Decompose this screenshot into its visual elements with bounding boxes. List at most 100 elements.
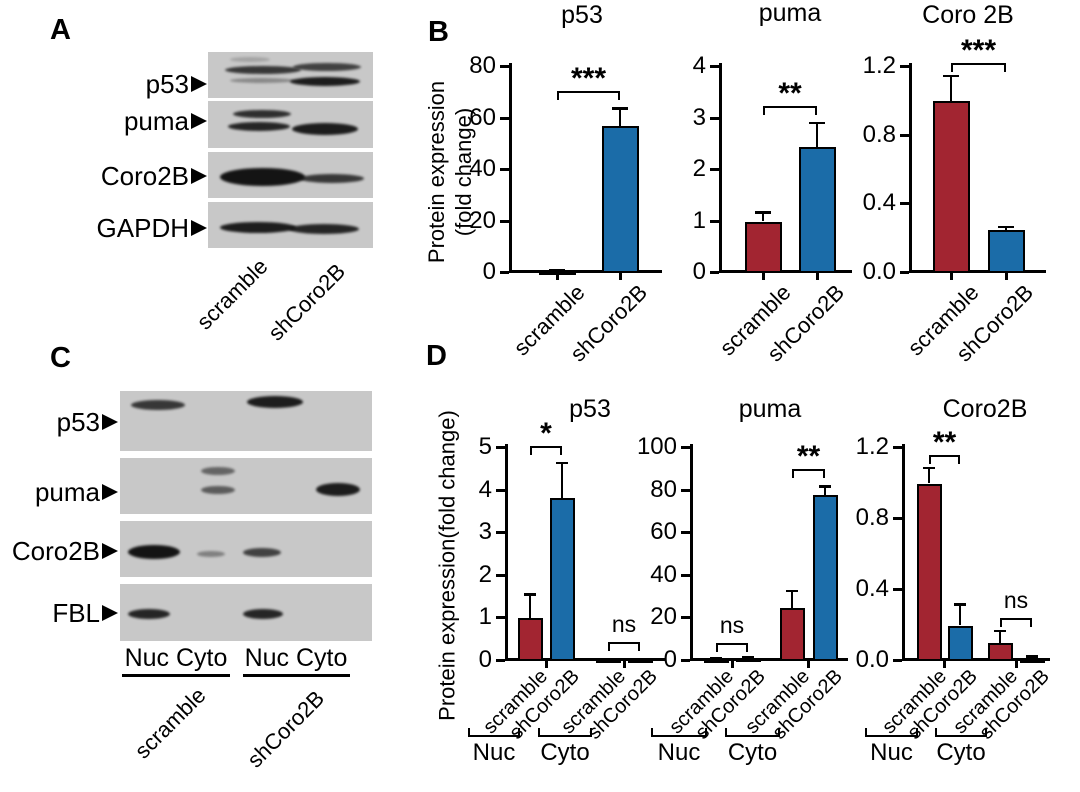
blot-band-puma-1 bbox=[228, 122, 290, 131]
y-tick-label: 0 bbox=[692, 258, 706, 285]
x-tick-mark bbox=[1014, 661, 1018, 668]
x-axis-line bbox=[509, 270, 662, 273]
y-tick-mark bbox=[496, 446, 505, 449]
y-tick-label: 1 bbox=[692, 206, 706, 234]
arrowhead-icon bbox=[102, 543, 118, 559]
blot-row-label-text: puma bbox=[123, 106, 189, 136]
arrowhead-icon bbox=[191, 76, 207, 92]
y-tick-label: 80 bbox=[650, 475, 677, 503]
significance-label: * bbox=[540, 416, 552, 450]
fraction-label-group-0: Nuc Cyto bbox=[124, 644, 228, 672]
blot-band-puma-1 bbox=[201, 486, 235, 494]
significance-label: *** bbox=[960, 33, 997, 67]
error-bar-line bbox=[823, 486, 827, 495]
bar-shcoro2b-3 bbox=[812, 494, 838, 661]
y-tick-label: 0 bbox=[482, 258, 496, 285]
group-bracket-nuc bbox=[468, 728, 520, 737]
error-bar-cap bbox=[742, 656, 754, 659]
y-tick-label: 20 bbox=[469, 206, 496, 234]
blot-band-puma-2 bbox=[316, 483, 360, 496]
significance-bracket bbox=[763, 105, 817, 115]
y-tick-mark bbox=[710, 168, 719, 171]
y-tick-mark bbox=[893, 517, 902, 520]
arrowhead-icon bbox=[102, 484, 118, 500]
fraction-underline-group-1 bbox=[243, 674, 350, 677]
y-tick-mark bbox=[900, 65, 909, 68]
y-tick-mark bbox=[893, 588, 902, 591]
blot-band-coro2b-2 bbox=[243, 548, 281, 557]
blot-band-puma-0 bbox=[233, 110, 291, 118]
panel-a-label: A bbox=[50, 14, 71, 46]
y-tick-mark bbox=[496, 531, 505, 535]
blot-row-label-p53: p53 bbox=[0, 407, 118, 437]
bar-scramble-0 bbox=[538, 270, 576, 275]
blot-row-label-p53: p53 bbox=[37, 69, 207, 99]
y-tick-mark bbox=[681, 659, 690, 662]
x-axis-line bbox=[909, 270, 1046, 273]
y-tick-label: 40 bbox=[650, 560, 677, 588]
y-tick-label: 0 bbox=[478, 646, 492, 673]
blot-band-p53-0 bbox=[131, 400, 185, 410]
significance-label: ns bbox=[719, 611, 745, 638]
blot-lane-label-shcoro2b: shCoro2B bbox=[242, 685, 330, 773]
blot-strip-p53 bbox=[208, 52, 373, 98]
blot-band-p53-4 bbox=[290, 77, 360, 86]
error-bar-cap bbox=[954, 603, 966, 606]
significance-bracket bbox=[608, 642, 640, 652]
y-tick-label: 4 bbox=[478, 475, 492, 503]
arrowhead-icon bbox=[191, 168, 207, 184]
y-tick-mark bbox=[893, 659, 902, 662]
chart-title-b-p53: p53 bbox=[561, 1, 603, 29]
y-tick-mark bbox=[496, 488, 505, 492]
y-tick-label: 0.0 bbox=[862, 258, 896, 285]
error-bar-cap bbox=[755, 211, 771, 214]
arrowhead-icon bbox=[191, 113, 207, 129]
bar-scramble-2 bbox=[779, 607, 805, 661]
error-bar-cap bbox=[809, 121, 825, 124]
blot-band-fbl-1 bbox=[243, 609, 283, 619]
error-bar-line bbox=[790, 590, 794, 608]
fraction-underline-group-0 bbox=[122, 674, 230, 677]
y-tick-mark bbox=[500, 116, 509, 120]
group-bracket-cyto bbox=[935, 728, 987, 737]
x-tick-mark bbox=[1004, 273, 1008, 280]
y-axis-line bbox=[690, 444, 693, 661]
significance-label: ns bbox=[611, 611, 637, 638]
y-tick-label: 40 bbox=[469, 155, 496, 182]
y-axis-line bbox=[719, 63, 722, 273]
blot-lane-label-scramble: scramble bbox=[191, 253, 273, 335]
y-tick-mark bbox=[681, 446, 690, 449]
x-tick-mark bbox=[815, 273, 819, 280]
x-tick-mark bbox=[618, 273, 622, 280]
blot-band-p53-0 bbox=[230, 57, 270, 62]
error-bar-cap bbox=[923, 466, 935, 469]
error-bar-line bbox=[998, 630, 1002, 644]
blot-band-fbl-0 bbox=[128, 609, 170, 619]
significance-label: ** bbox=[778, 76, 802, 110]
significance-bracket bbox=[716, 642, 748, 652]
blot-band-p53-1 bbox=[225, 66, 301, 74]
error-bar-line bbox=[1004, 226, 1008, 231]
significance-bracket bbox=[1000, 618, 1032, 628]
bar-scramble-0 bbox=[932, 101, 970, 273]
error-bar-cap bbox=[786, 589, 798, 593]
y-tick-label: 2 bbox=[692, 155, 706, 182]
blot-row-label-text: p53 bbox=[56, 407, 100, 437]
y-tick-mark bbox=[710, 116, 719, 120]
y-tick-label: 1 bbox=[478, 603, 492, 631]
y-tick-mark bbox=[496, 573, 505, 577]
y-tick-mark bbox=[893, 446, 902, 449]
y-tick-mark bbox=[681, 573, 690, 577]
error-bar-line bbox=[560, 462, 564, 499]
y-tick-label: 1.2 bbox=[855, 433, 889, 460]
x-axis-line bbox=[719, 270, 852, 273]
x-tick-mark bbox=[807, 661, 810, 668]
error-bar-cap bbox=[524, 593, 536, 596]
y-tick-mark bbox=[500, 219, 509, 223]
error-bar-cap bbox=[819, 485, 831, 488]
x-tick-mark bbox=[761, 273, 765, 280]
blot-row-label-fbl: FBL bbox=[0, 598, 118, 628]
bar-shcoro2b-1 bbox=[947, 625, 973, 661]
y-tick-mark bbox=[500, 65, 509, 68]
